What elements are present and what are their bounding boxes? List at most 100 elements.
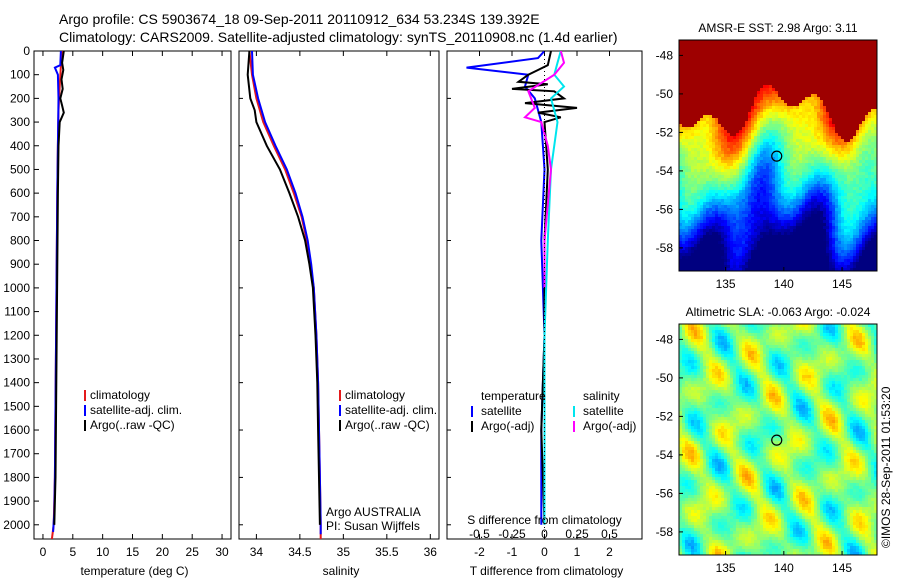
differences-xlabel: T difference from climatology <box>470 564 624 578</box>
temperature-ytick-label: 1000 <box>3 281 30 295</box>
temperature-ytick-label: 1400 <box>3 376 30 390</box>
temperature-frame <box>33 50 232 540</box>
sst-map-xtick-label: 140 <box>774 277 794 291</box>
sla-map-xtick-label: 145 <box>832 561 852 575</box>
sst-map-argo-marker <box>771 150 783 162</box>
differences-series-s-argo-adj- <box>523 51 566 288</box>
sla-map-ytick-label: -52 <box>656 409 674 423</box>
differences-s-tick-label: 0 <box>541 527 548 541</box>
differences-xtick-label: 2 <box>606 545 613 559</box>
sst-map-plot: 135 140 145 -48 -50 -52 -54 -56 -58 AMSR-E SST: 2… <box>656 21 878 291</box>
sst-map-ytick-label: -52 <box>656 125 674 139</box>
sst-map-image <box>679 40 877 271</box>
differences-xtick-label: 1 <box>574 545 581 559</box>
sla-map-ytick-label: -56 <box>656 486 674 500</box>
temperature-ytick-label: 700 <box>10 210 30 224</box>
temperature-ytick-label: 500 <box>10 162 30 176</box>
temperature-xlabel: temperature (deg C) <box>80 564 188 578</box>
salinity-xtick-label: 36 <box>424 545 438 559</box>
temperature-xtick-label: 25 <box>186 545 200 559</box>
temperature-ytick-label: 1700 <box>3 447 30 461</box>
salinity-xtick-label: 35.5 <box>375 545 399 559</box>
temperature-ytick-label: 300 <box>10 115 30 129</box>
temperature-xtick-label: 20 <box>156 545 170 559</box>
differences-legend-title: temperature <box>481 389 546 403</box>
salinity-series-argo-raw-qc- <box>246 51 321 525</box>
sla-map-argo-marker <box>771 434 783 446</box>
temperature-xtick-label: 30 <box>215 545 229 559</box>
sst-map-ytick-label: -58 <box>656 241 674 255</box>
differences-legend-title: salinity <box>583 389 620 403</box>
differences-s-tick-label: 0.5 <box>601 527 618 541</box>
salinity-legend-entry: satellite-adj. clim. <box>345 403 437 417</box>
sla-map-ytick-label: -50 <box>656 371 674 385</box>
temperature-xtick-label: 0 <box>40 545 47 559</box>
salinity-legend-entry: Argo(..raw -QC) <box>345 418 430 432</box>
differences-legend-entry: Argo(-adj) <box>481 419 534 433</box>
temperature-ytick-label: 800 <box>10 234 30 248</box>
sst-map-ytick-label: -50 <box>656 87 674 101</box>
sla-map-ytick-label: -58 <box>656 525 674 539</box>
differences-legend-entry: Argo(-adj) <box>583 419 636 433</box>
sst-map-ytick-label: -56 <box>656 202 674 216</box>
sla-map-image <box>679 324 877 555</box>
temperature-ytick-label: 100 <box>10 68 30 82</box>
differences-s-tick-label: 0.25 <box>565 527 589 541</box>
differences-s-axis-label: S difference from climatology <box>467 513 622 527</box>
salinity-frame <box>238 50 440 540</box>
temperature-ytick-label: 900 <box>10 257 30 271</box>
temperature-ytick-label: 1500 <box>3 399 30 413</box>
sst-map-frame <box>678 39 878 272</box>
temperature-ytick-label: 200 <box>10 91 30 105</box>
sla-map-frame <box>678 323 878 556</box>
sla-map-title: Altimetric SLA: -0.063 Argo: -0.024 <box>686 305 871 319</box>
salinity-xtick-label: 34 <box>250 545 264 559</box>
temperature-plot: 0 5 10 15 20 25 300100200300400500600700800900… <box>3 44 232 578</box>
imos-timestamp: ©IMOS 28-Sep-2011 01:53:20 <box>879 386 893 548</box>
temperature-xtick-label: 5 <box>69 545 76 559</box>
temperature-legend-entry: satellite-adj. clim. <box>90 403 182 417</box>
sst-map-title: AMSR-E SST: 2.98 Argo: 3.11 <box>698 21 858 35</box>
temperature-ytick-label: 0 <box>23 44 30 58</box>
temperature-ytick-label: 600 <box>10 186 30 200</box>
temperature-ytick-label: 2000 <box>3 518 30 532</box>
sla-map-ytick-label: -48 <box>656 332 674 346</box>
salinity-legend-entry: climatology <box>345 388 405 402</box>
sst-map-ytick-label: -48 <box>656 48 674 62</box>
sla-map-plot: 135 140 145 -48 -50 -52 -54 -56 -58 Altimetric SL… <box>656 305 878 575</box>
sst-map-xtick-label: 135 <box>716 277 736 291</box>
temperature-ytick-label: 1600 <box>3 423 30 437</box>
salinity-xtick-label: 34.5 <box>288 545 312 559</box>
differences-series-s-satellite <box>543 51 566 525</box>
differences-s-tick-label: -0.5 <box>469 527 490 541</box>
temperature-legend-entry: Argo(..raw -QC) <box>90 418 175 432</box>
salinity-plot: 34 34.5 35 35.5 36 salinity climatologysatelli… <box>238 50 440 578</box>
differences-xtick-label: -1 <box>507 545 518 559</box>
header-line-2: Climatology: CARS2009. Satellite-adjuste… <box>59 29 617 45</box>
salinity-annotation: PI: Susan Wijffels <box>326 519 420 533</box>
differences-legend-entry: satellite <box>481 404 522 418</box>
temperature-legend-entry: climatology <box>90 388 150 402</box>
salinity-xtick-label: 35 <box>337 545 351 559</box>
differences-xtick-label: 0 <box>541 545 548 559</box>
temperature-ytick-label: 1200 <box>3 328 30 342</box>
salinity-xlabel: salinity <box>323 564 360 578</box>
sst-map-ytick-label: -54 <box>656 164 674 178</box>
temperature-ytick-label: 400 <box>10 139 30 153</box>
sla-map-xtick-label: 135 <box>716 561 736 575</box>
temperature-ytick-label: 1800 <box>3 470 30 484</box>
temperature-series-argo-raw-qc- <box>53 51 65 525</box>
differences-s-tick-label: -0.25 <box>498 527 526 541</box>
temperature-xtick-label: 15 <box>126 545 140 559</box>
header-line-1: Argo profile: CS 5903674_18 09-Sep-2011 … <box>59 11 540 27</box>
salinity-annotation: Argo AUSTRALIA <box>326 505 421 519</box>
temperature-ytick-label: 1300 <box>3 352 30 366</box>
sla-map-xtick-label: 140 <box>774 561 794 575</box>
differences-legend-entry: satellite <box>583 404 624 418</box>
temperature-xtick-label: 10 <box>96 545 110 559</box>
sla-map-ytick-label: -54 <box>656 448 674 462</box>
temperature-ytick-label: 1900 <box>3 494 30 508</box>
differences-plot: -2 -1 0 1 2 T difference from climatology S di… <box>446 50 643 578</box>
